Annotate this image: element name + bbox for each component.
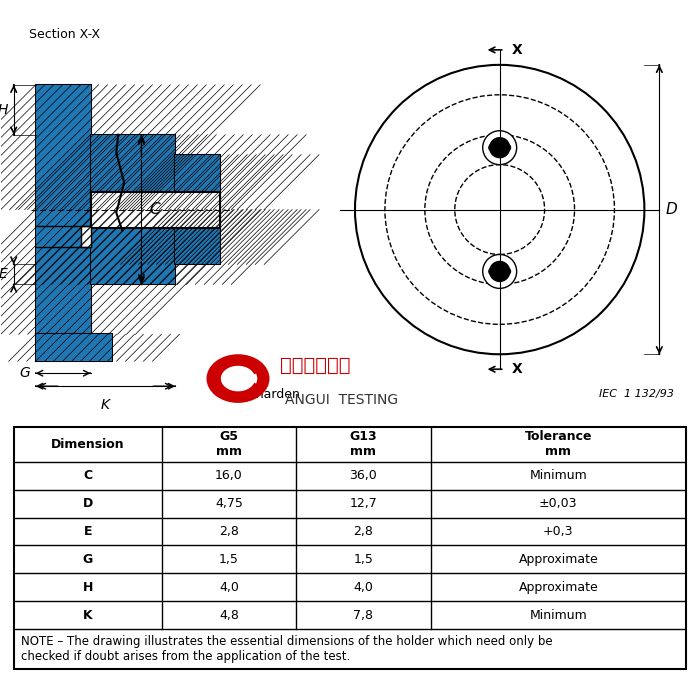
Text: Minimum: Minimum	[529, 469, 587, 482]
Text: E: E	[84, 525, 92, 538]
Text: +0,3: +0,3	[543, 525, 573, 538]
Text: X: X	[512, 362, 522, 377]
Text: 4,75: 4,75	[215, 497, 243, 510]
Text: Dimension: Dimension	[51, 437, 125, 451]
Text: Tolerance
mm: Tolerance mm	[524, 430, 592, 458]
Bar	[36, 335, 113, 361]
Text: E: E	[0, 268, 8, 281]
Text: 4,0: 4,0	[219, 581, 239, 594]
Text: C: C	[83, 469, 92, 482]
Circle shape	[490, 262, 510, 281]
Text: H: H	[0, 103, 8, 117]
Circle shape	[218, 364, 258, 393]
Text: 2,8: 2,8	[219, 525, 239, 538]
Circle shape	[483, 130, 517, 165]
Text: 4,8: 4,8	[219, 609, 239, 622]
Bar	[90, 135, 176, 210]
Text: Case harden: Case harden	[220, 387, 300, 401]
Bar	[90, 210, 176, 285]
Text: K: K	[83, 609, 92, 622]
Text: Approximate: Approximate	[519, 581, 598, 594]
Bar	[90, 191, 220, 210]
Text: G: G	[19, 366, 29, 380]
Circle shape	[206, 354, 270, 403]
Bar	[80, 226, 90, 247]
Text: H: H	[83, 581, 93, 594]
Text: Section X-X: Section X-X	[29, 28, 100, 41]
Bar	[90, 210, 220, 228]
Text: G5
mm: G5 mm	[216, 430, 242, 458]
Bar	[176, 155, 220, 210]
Text: X: X	[512, 43, 522, 57]
Text: G: G	[83, 553, 93, 566]
Text: 7,8: 7,8	[354, 609, 373, 622]
Text: C: C	[149, 202, 160, 217]
Text: 2,8: 2,8	[354, 525, 373, 538]
Text: IEC  1 132/93: IEC 1 132/93	[599, 389, 674, 399]
Bar	[176, 210, 220, 264]
Text: Minimum: Minimum	[529, 609, 587, 622]
Text: K: K	[101, 398, 110, 412]
Bar	[176, 155, 220, 210]
Text: D: D	[665, 202, 677, 217]
Bar	[90, 191, 220, 228]
Text: ±0,03: ±0,03	[539, 497, 578, 510]
Text: 4,0: 4,0	[354, 581, 373, 594]
Text: G13
mm: G13 mm	[349, 430, 377, 458]
Text: 12,7: 12,7	[349, 497, 377, 510]
Text: 16,0: 16,0	[215, 469, 243, 482]
Text: 1,5: 1,5	[354, 553, 373, 566]
Text: 36,0: 36,0	[349, 469, 377, 482]
Bar	[90, 135, 176, 210]
Text: Approximate: Approximate	[519, 553, 598, 566]
Text: NOTE – The drawing illustrates the essential dimensions of the holder which need: NOTE – The drawing illustrates the essen…	[21, 635, 552, 663]
Bar	[36, 210, 90, 335]
Bar	[36, 210, 90, 335]
Circle shape	[483, 254, 517, 289]
Text: ANGUI  TESTING: ANGUI TESTING	[286, 393, 398, 407]
Bar	[36, 84, 90, 210]
Bar	[90, 210, 176, 285]
Circle shape	[490, 138, 510, 158]
Text: 东莞安规检测: 东莞安规检测	[280, 356, 351, 375]
Text: D: D	[83, 497, 93, 510]
Bar	[176, 210, 220, 264]
Text: 1,5: 1,5	[219, 553, 239, 566]
Bar	[36, 335, 113, 361]
Bar	[36, 84, 90, 210]
